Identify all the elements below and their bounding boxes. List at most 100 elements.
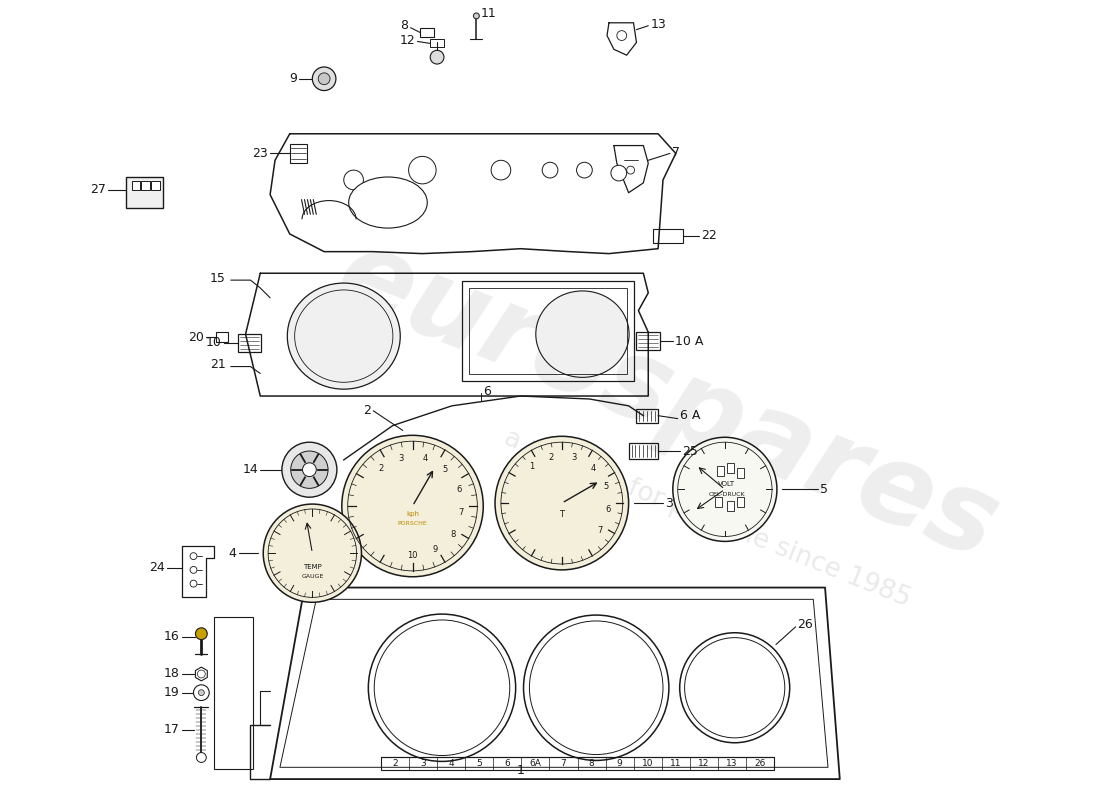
Text: 2: 2 xyxy=(378,464,384,473)
Circle shape xyxy=(342,435,483,577)
Text: 13: 13 xyxy=(650,18,666,31)
Text: 26: 26 xyxy=(755,759,766,768)
Text: 27: 27 xyxy=(90,183,106,196)
Bar xyxy=(289,143,307,163)
Bar xyxy=(238,334,262,352)
Text: 7: 7 xyxy=(561,759,566,768)
Text: 5: 5 xyxy=(443,465,448,474)
Circle shape xyxy=(673,438,777,542)
Circle shape xyxy=(344,170,363,190)
Text: 3: 3 xyxy=(571,453,576,462)
Text: 10: 10 xyxy=(206,337,222,350)
Text: 6: 6 xyxy=(505,759,510,768)
Bar xyxy=(430,39,444,47)
Circle shape xyxy=(576,162,592,178)
Text: 19: 19 xyxy=(164,686,179,699)
Text: 7: 7 xyxy=(459,508,464,518)
Text: 9: 9 xyxy=(289,72,297,86)
Text: 17: 17 xyxy=(164,723,179,737)
Text: 26: 26 xyxy=(798,618,813,631)
Text: 4: 4 xyxy=(422,454,428,463)
Circle shape xyxy=(194,685,209,701)
Text: 4: 4 xyxy=(449,759,454,768)
Ellipse shape xyxy=(680,633,790,742)
Text: 5: 5 xyxy=(604,482,608,491)
Circle shape xyxy=(542,162,558,178)
Bar xyxy=(132,181,141,190)
Text: a passion for porsche since 1985: a passion for porsche since 1985 xyxy=(500,425,914,613)
Circle shape xyxy=(198,690,205,696)
Text: TEMP: TEMP xyxy=(302,564,321,570)
Text: 5: 5 xyxy=(476,759,482,768)
Circle shape xyxy=(610,166,627,181)
Text: 5: 5 xyxy=(821,483,828,496)
Text: 25: 25 xyxy=(682,445,697,458)
Text: 11: 11 xyxy=(670,759,682,768)
Text: 4: 4 xyxy=(591,463,596,473)
Circle shape xyxy=(318,73,330,85)
Text: 13: 13 xyxy=(726,759,738,768)
Bar xyxy=(216,332,228,342)
Text: 6 A: 6 A xyxy=(680,409,700,422)
Bar xyxy=(727,463,734,473)
Text: 6: 6 xyxy=(456,485,461,494)
Text: 6: 6 xyxy=(606,505,612,514)
Text: 3: 3 xyxy=(666,497,673,510)
Circle shape xyxy=(312,67,336,90)
Bar xyxy=(462,281,634,382)
Circle shape xyxy=(190,580,197,587)
Circle shape xyxy=(495,436,628,570)
Bar xyxy=(420,28,434,37)
Text: VOLT: VOLT xyxy=(718,482,736,487)
Circle shape xyxy=(491,160,510,180)
Bar xyxy=(214,617,253,770)
Text: 12: 12 xyxy=(698,759,710,768)
Text: 14: 14 xyxy=(243,463,258,476)
Ellipse shape xyxy=(368,614,516,762)
Circle shape xyxy=(290,451,328,488)
Bar xyxy=(470,288,627,374)
Bar xyxy=(152,181,161,190)
Circle shape xyxy=(190,553,197,559)
Bar xyxy=(142,181,151,190)
Text: PORSCHE: PORSCHE xyxy=(398,522,428,526)
Circle shape xyxy=(197,753,207,762)
Text: 18: 18 xyxy=(164,667,179,681)
Text: 20: 20 xyxy=(188,330,205,343)
Ellipse shape xyxy=(536,291,629,378)
Text: 2: 2 xyxy=(393,759,398,768)
Circle shape xyxy=(190,566,197,574)
Text: 16: 16 xyxy=(164,630,179,643)
Text: 2: 2 xyxy=(363,404,372,418)
Text: 15: 15 xyxy=(210,272,225,285)
Ellipse shape xyxy=(287,283,400,389)
Text: 8: 8 xyxy=(450,530,455,538)
Ellipse shape xyxy=(524,615,669,761)
Bar xyxy=(737,497,744,507)
Circle shape xyxy=(263,504,362,602)
Bar xyxy=(717,466,724,475)
Text: 11: 11 xyxy=(481,7,496,21)
Circle shape xyxy=(302,463,317,477)
Text: 12: 12 xyxy=(399,34,416,47)
Text: 24: 24 xyxy=(150,562,165,574)
Text: kph: kph xyxy=(406,511,419,517)
Text: 8: 8 xyxy=(588,759,594,768)
Circle shape xyxy=(197,670,206,678)
Circle shape xyxy=(430,50,444,64)
Text: 6A: 6A xyxy=(529,759,541,768)
Text: 23: 23 xyxy=(252,147,268,160)
Text: 10: 10 xyxy=(407,550,418,560)
Ellipse shape xyxy=(349,177,427,228)
Text: 9: 9 xyxy=(432,546,438,554)
Text: 3: 3 xyxy=(420,759,426,768)
Text: 22: 22 xyxy=(702,230,717,242)
Text: 10: 10 xyxy=(642,759,653,768)
Text: T: T xyxy=(559,510,564,519)
Circle shape xyxy=(196,628,207,640)
Bar xyxy=(727,501,734,511)
Bar xyxy=(637,332,660,350)
Text: 9: 9 xyxy=(617,759,623,768)
Text: 10 A: 10 A xyxy=(674,334,703,347)
Bar xyxy=(125,177,163,209)
